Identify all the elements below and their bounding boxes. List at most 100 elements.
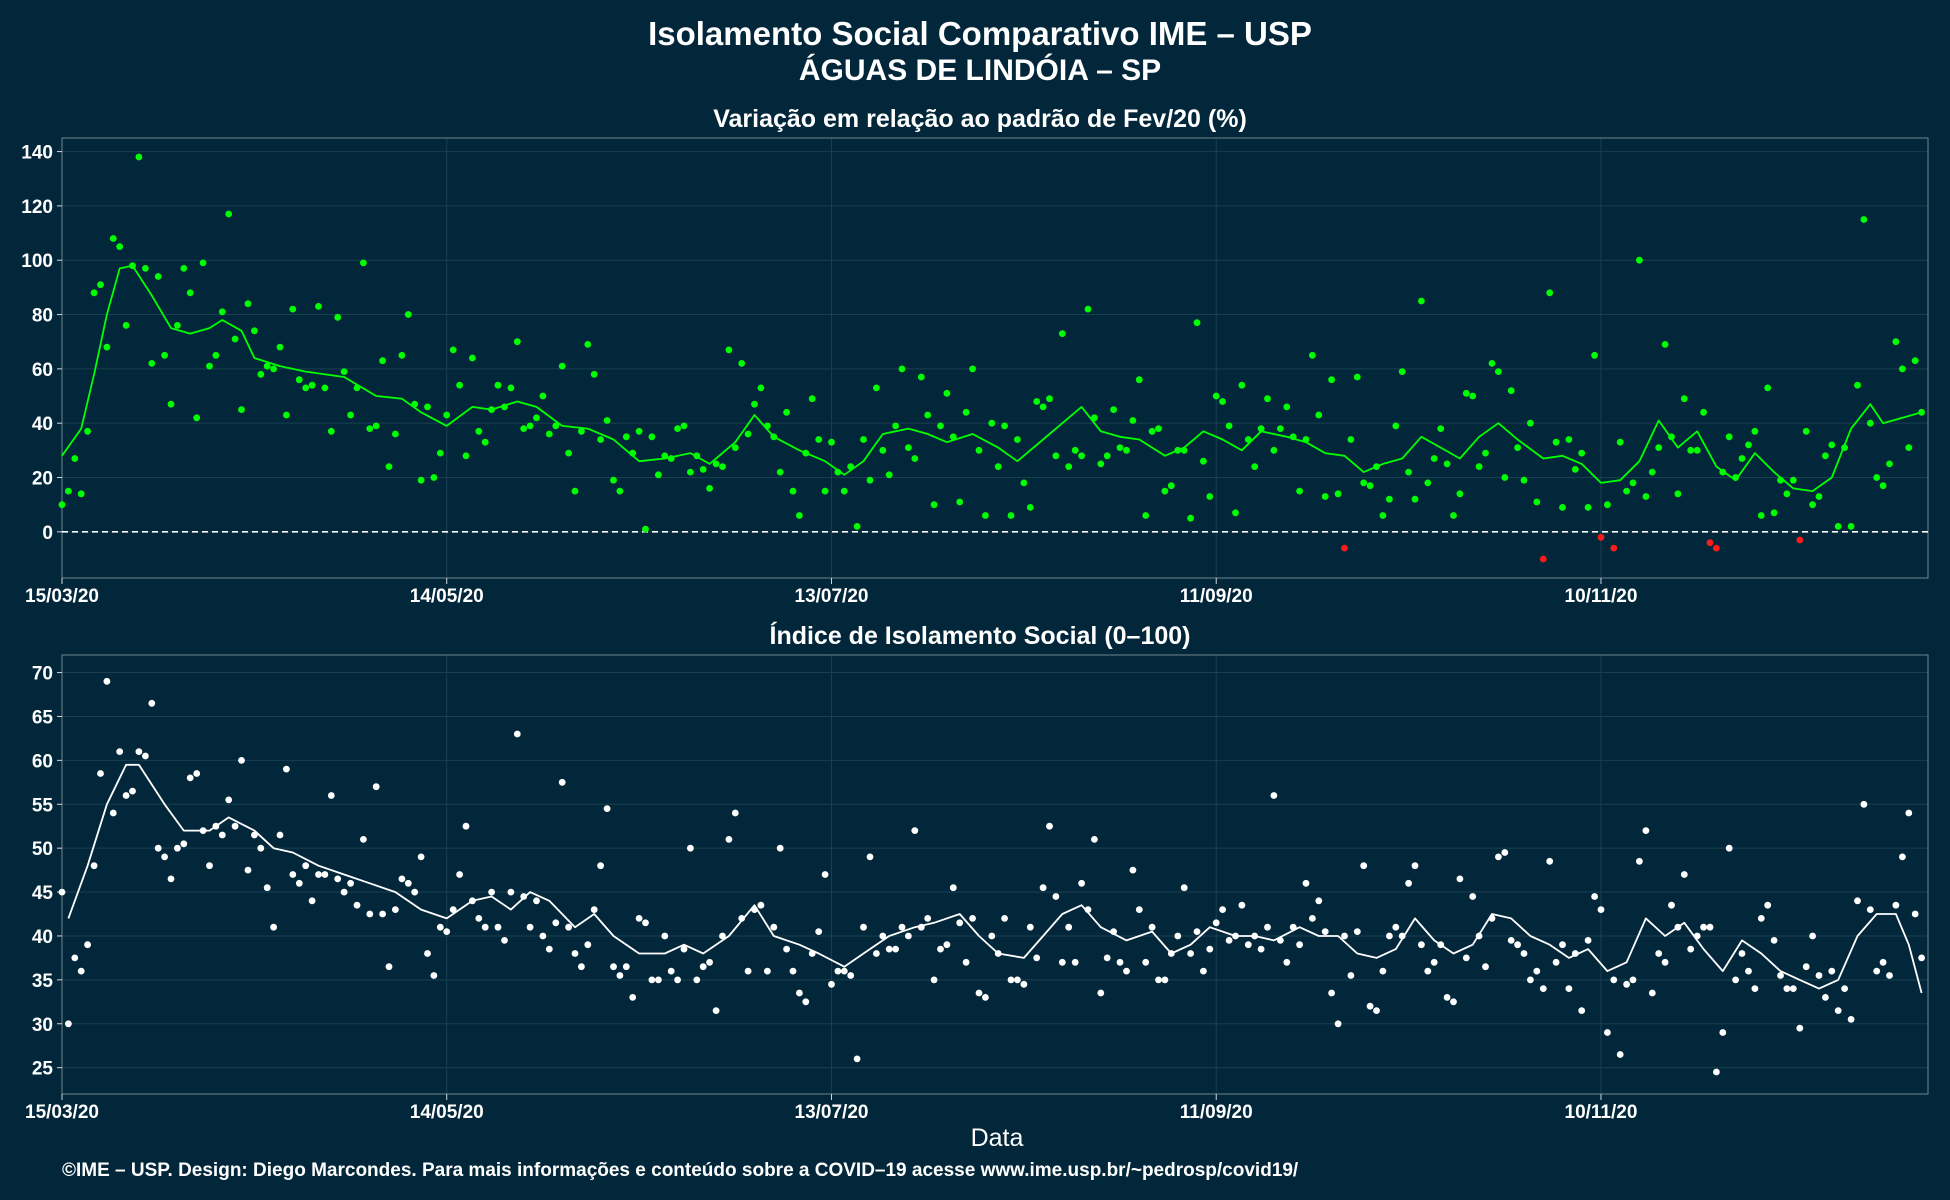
- data-point: [353, 901, 361, 909]
- data-point: [513, 730, 521, 738]
- data-point: [661, 452, 669, 460]
- data-point: [924, 915, 932, 922]
- data-point: [1475, 932, 1483, 940]
- data-point: [1520, 950, 1528, 957]
- data-point: [1520, 476, 1528, 484]
- data-point: [135, 748, 143, 755]
- data-point: [1828, 441, 1836, 449]
- data-point: [58, 501, 66, 509]
- data-point: [879, 446, 887, 454]
- data-point: [757, 901, 765, 909]
- data-point: [372, 783, 380, 791]
- data-point: [347, 879, 354, 887]
- data-point: [969, 365, 976, 373]
- data-point: [1847, 1016, 1855, 1023]
- data-point: [545, 945, 553, 953]
- data-point: [1026, 923, 1034, 931]
- data-point: [1161, 487, 1169, 495]
- data-point: [1623, 487, 1630, 495]
- data-point: [1071, 446, 1079, 454]
- data-point: [1379, 967, 1387, 975]
- data-point: [1918, 954, 1925, 962]
- data-point: [937, 422, 944, 430]
- data-point: [1411, 495, 1419, 503]
- data-point: [898, 365, 906, 373]
- data-point: [539, 392, 547, 400]
- data-point: [629, 994, 637, 1001]
- data-point: [84, 941, 91, 949]
- data-point: [404, 311, 412, 318]
- data-point: [828, 980, 835, 988]
- data-point: [1026, 504, 1034, 511]
- data-point: [1251, 463, 1259, 470]
- data-point: [1661, 341, 1669, 348]
- data-point: [879, 932, 887, 940]
- data-point: [366, 425, 374, 432]
- data-point: [1911, 357, 1919, 365]
- data-point: [1046, 822, 1053, 830]
- data-point: [1007, 512, 1015, 519]
- data-point: [1700, 408, 1707, 416]
- data-point: [571, 487, 579, 495]
- data-point: [930, 976, 938, 984]
- data-point: [1546, 289, 1554, 297]
- data-point: [186, 774, 194, 782]
- data-point: [802, 998, 810, 1006]
- data-point: [655, 471, 662, 479]
- data-point: [481, 438, 489, 446]
- data-point: [1398, 932, 1406, 940]
- data-point: [603, 805, 611, 812]
- data-point: [1283, 403, 1291, 411]
- data-point: [1135, 376, 1143, 384]
- data-point: [142, 265, 149, 272]
- data-point: [1360, 479, 1368, 487]
- data-point: [699, 466, 707, 473]
- data-point: [1713, 1068, 1720, 1076]
- data-point: [1007, 976, 1015, 984]
- data-point: [1289, 923, 1297, 931]
- data-point: [1001, 915, 1008, 922]
- data-point: [1366, 482, 1374, 490]
- data-point: [199, 827, 207, 834]
- data-point: [930, 501, 938, 509]
- data-point: [1187, 950, 1194, 957]
- data-point: [1097, 989, 1105, 997]
- y-tick-label: 35: [32, 971, 54, 992]
- plot-frame: [61, 654, 1929, 1095]
- data-point: [1398, 368, 1406, 375]
- data-point: [1334, 1020, 1342, 1028]
- data-point: [744, 430, 752, 438]
- data-point: [1058, 330, 1066, 337]
- data-point: [1911, 910, 1919, 918]
- data-point: [1450, 512, 1457, 519]
- data-point: [680, 422, 688, 430]
- data-point: [469, 354, 476, 362]
- y-tick-label: 55: [32, 795, 54, 816]
- chart-subtitle: ÁGUAS DE LINDÓIA – SP: [799, 53, 1161, 87]
- data-point: [1591, 893, 1598, 900]
- y-tick-label: 80: [32, 306, 53, 327]
- data-point: [385, 963, 393, 971]
- y-tick-label: 45: [32, 883, 54, 904]
- y-tick-label: 0: [42, 523, 53, 544]
- data-point: [103, 343, 111, 351]
- data-point: [1405, 879, 1412, 887]
- data-point: [924, 411, 932, 419]
- data-point: [898, 923, 906, 931]
- data-point: [1507, 387, 1515, 394]
- data-point: [911, 827, 919, 834]
- data-point: [1834, 523, 1842, 530]
- data-point: [1129, 866, 1137, 874]
- data-point: [321, 871, 329, 878]
- data-point: [77, 490, 85, 498]
- data-point: [1777, 476, 1784, 484]
- data-point: [1052, 893, 1060, 900]
- data-point: [905, 444, 912, 451]
- data-point: [731, 444, 739, 451]
- x-tick-label: 11/09/20: [1180, 586, 1253, 607]
- data-point: [802, 449, 810, 457]
- data-point: [430, 972, 438, 979]
- data-point: [501, 937, 508, 944]
- footer-credits: ©IME – USP. Design: Diego Marcondes. Par…: [62, 1160, 1299, 1181]
- data-point: [1559, 504, 1566, 511]
